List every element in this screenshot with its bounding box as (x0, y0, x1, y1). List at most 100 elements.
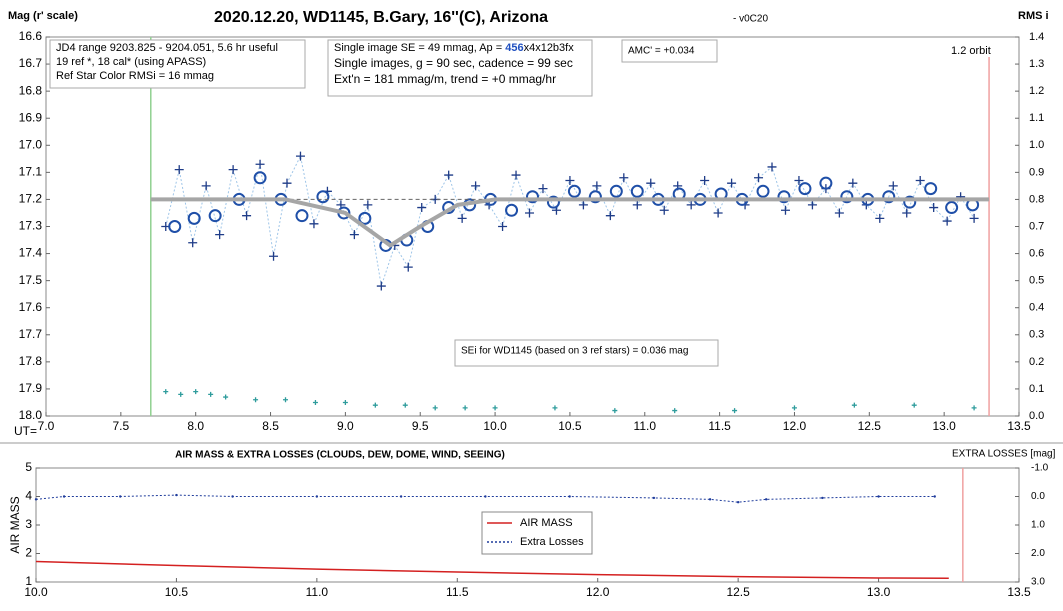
marker (945, 201, 959, 215)
marker (316, 190, 330, 204)
y-tick-label: 16.8 (19, 83, 43, 97)
x-tick-label: 8.5 (262, 419, 279, 433)
y2-tick-label: 0.4 (1029, 302, 1044, 314)
y2-tick-label: 0.2 (1029, 356, 1044, 368)
x-tick-label: 9.0 (337, 419, 354, 433)
y2-tick-label: 1.3 (1029, 58, 1044, 70)
marker (903, 195, 917, 209)
y-tick-label: 16.7 (19, 56, 43, 70)
x-tick-label: 12.5 (726, 585, 750, 599)
annotation-box (621, 39, 718, 63)
y-tick-label: 2 (25, 546, 32, 560)
y2-tick-label: 1.0 (1031, 520, 1045, 531)
marker (592, 181, 602, 191)
y2-tick-label: 1.1 (1029, 112, 1044, 124)
marker (821, 496, 824, 500)
legend (481, 511, 593, 555)
marker (552, 405, 558, 411)
annotation-part: Single image SE = 49 mmag, Ap = (334, 42, 505, 54)
marker (525, 208, 535, 218)
x-tick-label: 12.0 (586, 585, 610, 599)
marker (526, 190, 539, 204)
x-tick-label: 11.0 (634, 419, 657, 433)
marker (187, 211, 201, 225)
y-tick-label: 17.4 (19, 246, 43, 260)
marker (253, 397, 259, 403)
annotation-part: x4x12b3fx (524, 42, 575, 54)
marker (168, 220, 182, 233)
marker (780, 205, 790, 215)
marker (457, 213, 467, 223)
marker-label: 1.2 orbit (951, 45, 991, 57)
marker (578, 200, 588, 210)
x-tick-label: 10.5 (165, 585, 189, 599)
x-tick-label: 13.0 (932, 419, 956, 433)
x-tick-label: 9.5 (412, 419, 429, 433)
marker (819, 176, 833, 190)
y2-tick-label: 0.6 (1029, 247, 1044, 259)
annotation-box (49, 39, 306, 89)
annotation: Ref Star Color RMSi = 16 mmag (56, 70, 214, 82)
marker (282, 178, 292, 188)
marker (471, 181, 481, 191)
marker (34, 498, 38, 501)
y-tick-label: 17.5 (19, 273, 43, 287)
marker (188, 238, 198, 248)
y-tick-label: 17.3 (19, 219, 43, 233)
marker (376, 281, 386, 291)
marker (882, 190, 896, 204)
y-axis-label: AIR MASS (8, 496, 22, 553)
annotation: Ext'n = 181 mmag/m, trend = +0 mmag/hr (334, 72, 556, 86)
x-tick-label: 10.5 (558, 419, 582, 433)
y2-tick-label: 1.0 (1029, 139, 1044, 151)
marker (269, 251, 279, 261)
marker (399, 495, 403, 498)
x-tick-label: 7.5 (113, 419, 130, 433)
marker (652, 496, 656, 500)
marker (484, 495, 487, 498)
y2-tick-label: 0.7 (1029, 220, 1044, 232)
y-tick-label: 17.9 (19, 381, 43, 395)
marker (777, 190, 791, 204)
series-line (35, 560, 949, 580)
annotation: Single image SE = 49 mmag, Ap = 456x4x12… (334, 42, 574, 54)
marker (794, 175, 804, 185)
marker (432, 405, 438, 411)
annotation-box (454, 339, 719, 367)
chart-title: AIR MASS & EXTRA LOSSES (CLOUDS, DEW, DO… (175, 450, 505, 461)
marker (915, 175, 925, 185)
marker (942, 216, 952, 226)
marker (933, 495, 936, 498)
x-tick-label: 13.5 (1007, 419, 1031, 433)
marker (231, 495, 234, 498)
marker (756, 184, 770, 198)
marker (609, 184, 623, 198)
marker (342, 399, 348, 405)
marker (969, 213, 979, 223)
y-axis-label: Mag (r' scale) (8, 10, 78, 22)
y2-tick-label: 0.3 (1029, 329, 1044, 341)
marker (727, 178, 737, 188)
marker (877, 495, 880, 498)
marker (754, 173, 764, 183)
marker (228, 165, 238, 175)
series-line (35, 494, 935, 503)
marker (223, 394, 229, 400)
annotation: 19 ref *, 18 cal* (using APASS) (56, 56, 206, 68)
annotation: Single images, g = 90 sec, cadence = 99 … (334, 56, 573, 70)
marker (565, 175, 575, 185)
marker (700, 175, 710, 185)
y2-tick-label: 1.4 (1029, 31, 1044, 43)
marker (295, 151, 305, 161)
y2-axis-label: RMS i (1018, 10, 1049, 22)
marker (568, 495, 571, 498)
marker (363, 200, 373, 210)
marker (309, 219, 319, 229)
marker (567, 184, 581, 198)
x-tick-label: 10.0 (483, 419, 507, 433)
marker (791, 405, 797, 411)
y-tick-label: 5 (25, 460, 32, 474)
marker (834, 208, 844, 218)
y-tick-label: 3 (25, 517, 32, 531)
y2-tick-label: 0.0 (1029, 410, 1044, 422)
